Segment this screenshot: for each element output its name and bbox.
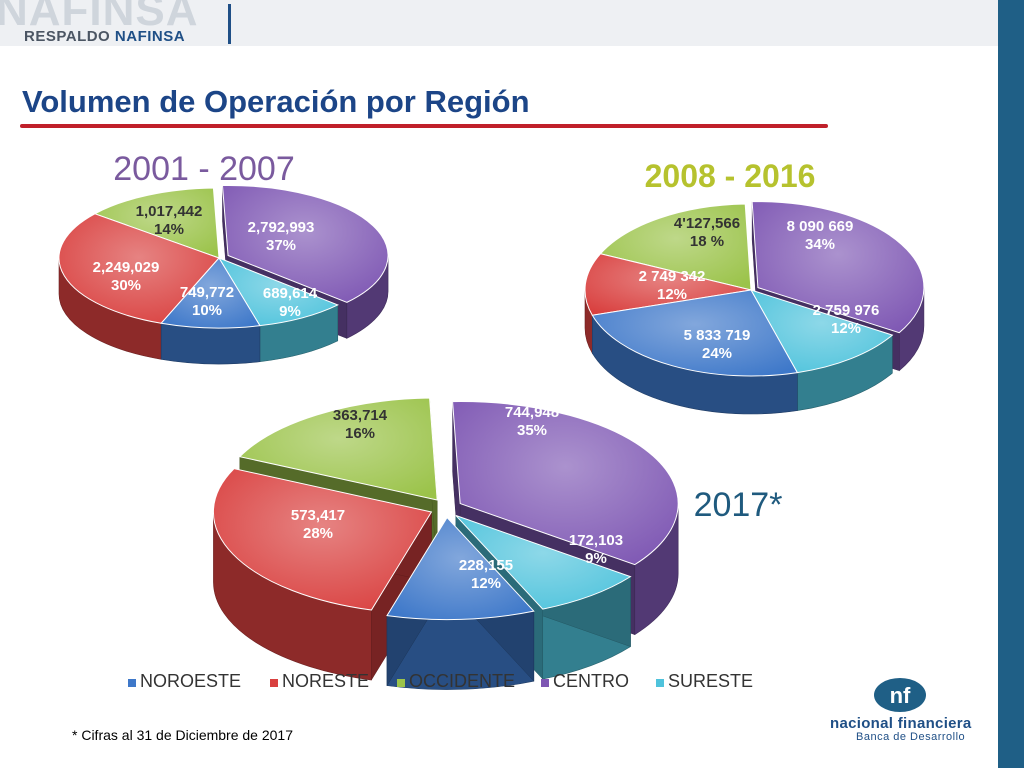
nafin-brand: nf nacional financiera Banca de Desarrol…: [826, 676, 976, 746]
data-label-percent: 34%: [805, 236, 835, 253]
pie-slice-sureste: [749, 289, 894, 374]
data-label-value: 8 090 669: [787, 218, 854, 235]
data-label-value: 689,614: [263, 285, 318, 302]
svg-text:nf: nf: [890, 683, 911, 708]
data-label-value: 5 833 719: [684, 327, 751, 344]
data-label-percent: 10%: [192, 302, 222, 319]
pie-slice-sureste: [455, 515, 632, 610]
legend-label-sureste: SURESTE: [668, 671, 753, 691]
pie-slice-centro: [221, 185, 389, 303]
data-label-value: 2,792,993: [248, 219, 315, 236]
legend-label-noroeste: NOROESTE: [140, 671, 241, 691]
data-label-percent: 9%: [585, 550, 607, 567]
data-label-percent: 14%: [154, 221, 184, 238]
data-label-percent: 12%: [471, 575, 501, 592]
legend-swatch-sureste: [656, 679, 664, 687]
data-label-value: 172,103: [569, 532, 623, 549]
pie-title: 2001 - 2007: [113, 150, 295, 188]
data-label-value: 228,155: [459, 557, 513, 574]
header-band: [0, 0, 998, 46]
data-label-value: 1,017,442: [136, 203, 203, 220]
brand-name: nacional financiera: [830, 715, 972, 732]
pie-slice-noroeste: [591, 289, 799, 377]
data-label-percent: 16%: [345, 425, 375, 442]
pie-slice-occidente: [238, 397, 438, 501]
pie-slice-centro: [751, 201, 925, 334]
pie-title: 2017*: [694, 486, 783, 524]
pie-slice-noreste: [58, 213, 220, 324]
data-label-percent: 12%: [831, 320, 861, 337]
data-label-percent: 12%: [657, 286, 687, 303]
pie-slice-noreste: [584, 253, 752, 316]
right-accent-bar: [998, 0, 1024, 768]
logo-tagline-b: NAFINSA: [114, 28, 186, 45]
legend-swatch-centro: [541, 679, 549, 687]
logo-tagline: RESPALDO NAFINSA: [24, 28, 185, 45]
pie-slice-occidente: [93, 187, 220, 259]
data-label-value: 2 759 976: [813, 302, 880, 319]
legend-swatch-occidente: [397, 679, 405, 687]
data-label-value: 749,772: [180, 284, 234, 301]
data-label-percent: 9%: [279, 303, 301, 320]
data-label-percent: 35%: [517, 422, 547, 439]
legend-label-noreste: NORESTE: [282, 671, 369, 691]
data-label-percent: 28%: [303, 525, 333, 542]
pie-slice-centro: [452, 401, 679, 566]
data-label-percent: 18 %: [690, 233, 724, 250]
data-label-value: 4'127,566: [674, 215, 740, 232]
legend-swatch-noroeste: [128, 679, 136, 687]
legend-label-occidente: OCCIDENTE: [409, 671, 515, 691]
data-label-value: 744,948: [505, 404, 559, 421]
data-label-value: 2 749 342: [639, 268, 706, 285]
pie-slice-sureste: [217, 256, 339, 327]
logo-divider: [228, 4, 231, 44]
logo-tagline-a: RESPALDO: [24, 28, 115, 45]
legend: NOROESTE NORESTE OCCIDENTE CENTRO SURESTE: [128, 671, 753, 691]
pie-slice-occidente: [599, 203, 752, 291]
slide-title: Volumen de Operación por Región: [22, 84, 530, 119]
data-label-percent: 24%: [702, 345, 732, 362]
title-underline: [20, 124, 828, 128]
data-label-percent: 30%: [111, 277, 141, 294]
data-label-percent: 37%: [266, 237, 296, 254]
logo-wordmark: NAFINSA: [0, 0, 199, 35]
nafin-logo-icon: nf: [874, 678, 926, 712]
data-label-value: 2,249,029: [93, 259, 160, 276]
pie-title: 2008 - 2016: [645, 158, 816, 194]
data-label-value: 573,417: [291, 507, 345, 524]
legend-swatch-noreste: [270, 679, 278, 687]
legend-label-centro: CENTRO: [553, 671, 629, 691]
pie-wall-noroeste: [160, 322, 261, 365]
pie-slice-noroeste: [386, 516, 535, 621]
footnote: * Cifras al 31 de Diciembre de 2017: [72, 727, 294, 743]
pie-slice-noreste: [212, 468, 433, 611]
data-label-value: 363,714: [333, 407, 388, 424]
brand-subtitle: Banca de Desarrollo: [856, 731, 966, 743]
nafinsa-logo: NAFINSA RESPALDO NAFINSA: [0, 0, 232, 46]
pie-slice-noroeste: [160, 257, 261, 329]
